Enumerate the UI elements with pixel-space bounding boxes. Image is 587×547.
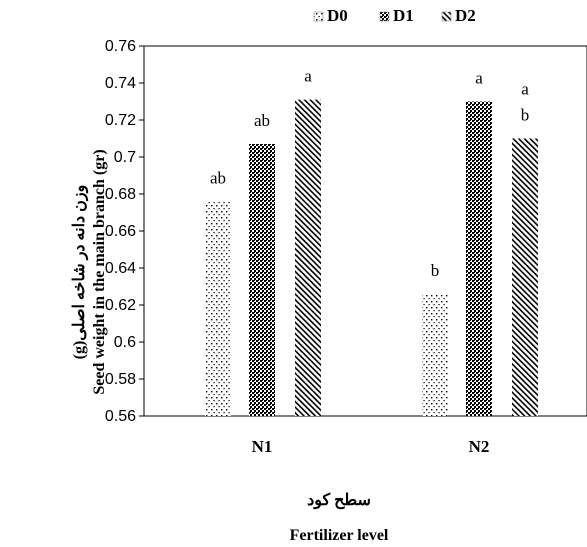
significance-letter: a [475,69,483,88]
y-axis-label-english: Seed weight in the main branch (gr) [91,149,108,394]
significance-letter: a [304,67,312,86]
bars [205,99,538,417]
significance-letter: b [521,106,530,125]
x-axis-label-english: Fertilizer level [290,527,389,544]
bar-d2-n2 [512,138,538,416]
y-tick-label: 0.74 [105,75,136,92]
significance-letter: ab [254,111,270,130]
x-axis: N1 N2 [252,437,490,456]
legend: D0 D1 D2 [313,6,476,25]
legend-label-d0: D0 [327,6,348,25]
y-tick-label: 0.56 [105,408,136,425]
bar-d0-n2 [422,293,448,416]
legend-label-d1: D1 [393,6,414,25]
legend-swatch-d0 [313,11,324,22]
y-tick-label: 0.6 [114,334,136,351]
category-label: N1 [252,437,273,456]
y-tick-label: 0.66 [105,223,136,240]
y-axis-label-persian: وزن دانه در شاخه اصلی(g) [71,185,89,360]
significance-letter: b [431,261,440,280]
y-tick-label: 0.64 [105,260,136,277]
x-axis-label-persian: سطح کود [307,492,371,510]
bar-d0-n1 [205,201,231,416]
significance-letter: a [521,80,529,99]
y-tick-label: 0.7 [114,149,136,166]
y-tick-label: 0.72 [105,112,136,129]
bar-d2-n1 [295,99,321,417]
bar-d1-n2 [466,101,492,416]
y-tick-label: 0.58 [105,371,136,388]
y-axis: 0.56 0.58 0.6 0.62 0.64 0.66 0.68 0.7 0.72 0.74 0.… [105,38,144,425]
plot-frame [143,45,587,417]
y-tick-label: 0.62 [105,297,136,314]
category-label: N2 [469,437,490,456]
legend-swatch-d1 [379,11,390,22]
legend-label-d2: D2 [455,6,476,25]
bar-d1-n1 [249,144,275,417]
significance-letter: ab [210,168,226,187]
legend-swatch-d2 [441,11,452,22]
y-tick-label: 0.68 [105,186,136,203]
y-tick-label: 0.76 [105,38,136,55]
